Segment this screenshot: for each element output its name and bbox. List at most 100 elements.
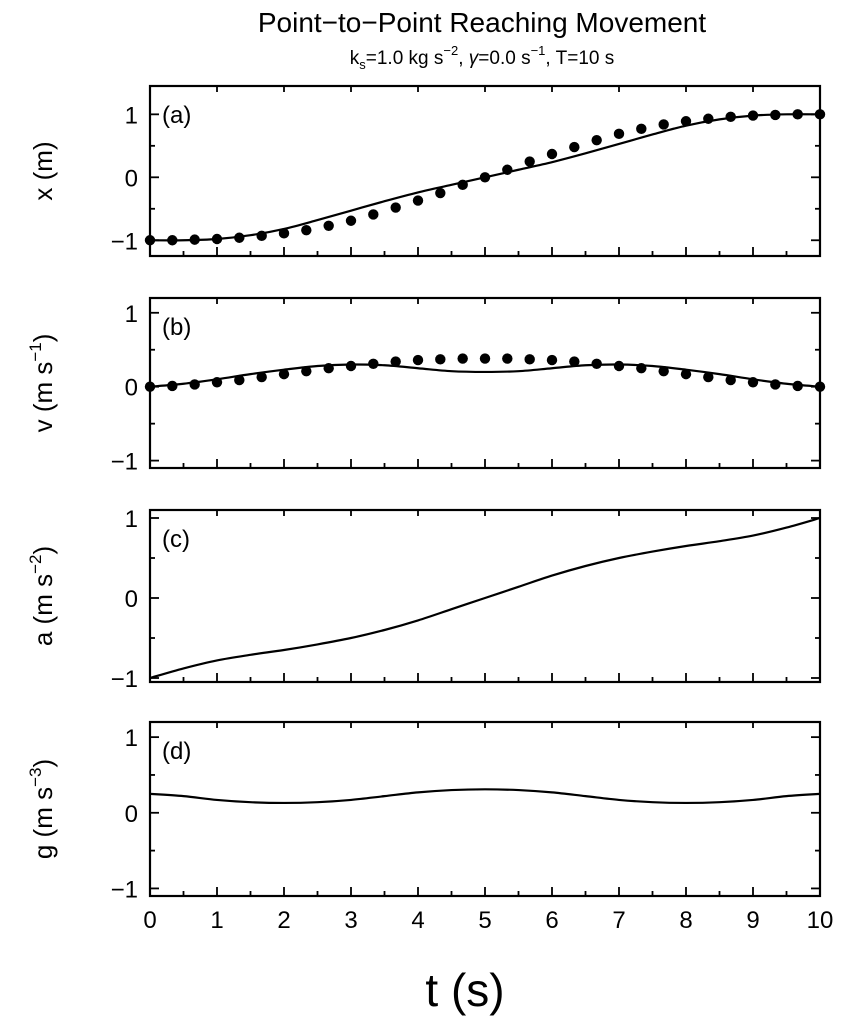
x-tick-label: 6 bbox=[545, 907, 558, 934]
data-point bbox=[412, 195, 424, 206]
x-tick-label: 7 bbox=[612, 907, 625, 934]
x-tick-label: 0 bbox=[143, 907, 156, 934]
data-point bbox=[278, 228, 290, 239]
data-point bbox=[502, 164, 513, 175]
data-point bbox=[792, 109, 803, 120]
panel-label: (c) bbox=[162, 526, 190, 553]
chart-title: Point−to−Point Reaching Movement bbox=[258, 7, 706, 38]
series-line bbox=[149, 788, 821, 805]
y-tick-label: 1 bbox=[125, 102, 138, 129]
data-point bbox=[167, 235, 178, 246]
data-point bbox=[658, 119, 669, 130]
y-tick-label: 1 bbox=[125, 725, 138, 752]
data-point bbox=[479, 172, 491, 183]
y-tick-label: 0 bbox=[125, 801, 138, 828]
panel-b: −1 0 1 (b) v (m s−1) bbox=[26, 296, 826, 476]
data-point bbox=[390, 202, 401, 213]
panel-label: (b) bbox=[162, 314, 191, 341]
data-point bbox=[546, 354, 558, 366]
x-tick-label: 9 bbox=[746, 907, 759, 934]
y-axis-label: v (m s−1) bbox=[26, 334, 58, 433]
data-point bbox=[345, 360, 357, 372]
data-point bbox=[211, 233, 223, 245]
data-point bbox=[613, 128, 625, 140]
data-point bbox=[457, 179, 468, 191]
x-tick-label: 4 bbox=[411, 907, 424, 934]
y-axis-label: a (m s−2) bbox=[26, 546, 58, 646]
y-tick-label: −1 bbox=[111, 666, 138, 693]
data-point bbox=[680, 368, 692, 380]
x-tick-label: 2 bbox=[277, 907, 290, 934]
data-point bbox=[256, 371, 267, 383]
data-point bbox=[792, 380, 803, 392]
data-point bbox=[234, 374, 245, 386]
x-axis-label: t (s) bbox=[425, 964, 504, 1016]
data-point bbox=[613, 360, 625, 372]
data-point bbox=[412, 354, 424, 366]
panel-frame bbox=[148, 296, 822, 470]
x-tick-label: 5 bbox=[478, 907, 491, 934]
y-tick-label: 1 bbox=[125, 301, 138, 328]
data-point bbox=[770, 379, 781, 390]
data-point bbox=[323, 363, 334, 374]
data-point bbox=[524, 156, 535, 167]
data-point bbox=[368, 358, 379, 369]
y-axis-label: g (m s−3) bbox=[26, 759, 58, 859]
data-point bbox=[814, 109, 826, 120]
y-tick-label: 0 bbox=[125, 375, 138, 402]
y-tick-label: −1 bbox=[111, 228, 138, 255]
data-point bbox=[524, 354, 535, 365]
data-point bbox=[189, 379, 200, 390]
data-point bbox=[569, 141, 580, 153]
data-point bbox=[144, 381, 156, 392]
data-point bbox=[725, 111, 736, 123]
data-point bbox=[814, 381, 826, 392]
data-point bbox=[211, 377, 223, 388]
data-point bbox=[278, 368, 290, 380]
x-tick-label: 3 bbox=[344, 907, 357, 934]
x-tick-label: 1 bbox=[210, 907, 223, 934]
y-tick-label: −1 bbox=[111, 876, 138, 903]
y-tick-label: 0 bbox=[125, 586, 138, 613]
data-point bbox=[256, 230, 267, 242]
data-point bbox=[747, 377, 759, 388]
data-point bbox=[234, 232, 245, 243]
panel-label: (a) bbox=[162, 102, 191, 129]
panels-group: −1 0 1 (a) x (m) −1 0 1 (b) v (m s−1) −1 0 1 (c) a (m … bbox=[26, 84, 826, 903]
data-point bbox=[591, 358, 602, 369]
y-tick-label: 1 bbox=[125, 506, 138, 533]
data-point bbox=[189, 234, 200, 245]
x-tick-label: 8 bbox=[679, 907, 692, 934]
data-point bbox=[301, 365, 312, 377]
data-point bbox=[435, 354, 446, 365]
data-point bbox=[368, 209, 379, 220]
data-point bbox=[144, 235, 156, 246]
data-point bbox=[591, 134, 602, 146]
data-point bbox=[747, 110, 759, 121]
chart-subtitle: ks=1.0 kg s−2, γ=0.0 s−1, T=10 s bbox=[350, 43, 615, 72]
panel-frame bbox=[148, 508, 822, 684]
data-point bbox=[703, 113, 714, 124]
data-point bbox=[502, 353, 513, 364]
data-point bbox=[636, 363, 647, 374]
panel-a: −1 0 1 (a) x (m) bbox=[28, 84, 826, 258]
series-line bbox=[149, 516, 821, 680]
data-point bbox=[435, 187, 446, 199]
x-tick-label: 10 bbox=[807, 907, 834, 934]
y-axis-label: x (m) bbox=[28, 141, 58, 200]
data-point bbox=[301, 224, 312, 236]
data-point bbox=[658, 365, 669, 377]
y-tick-label: −1 bbox=[111, 449, 138, 476]
data-point bbox=[703, 371, 714, 383]
y-tick-label: 0 bbox=[125, 165, 138, 192]
x-axis: 0 1 2 3 4 5 6 7 8 9 10 bbox=[143, 907, 833, 934]
data-point bbox=[345, 215, 357, 226]
data-point bbox=[680, 116, 692, 127]
series-line bbox=[149, 363, 821, 388]
data-point bbox=[636, 123, 647, 135]
data-point bbox=[457, 353, 468, 364]
data-point bbox=[479, 353, 491, 364]
panel-frame bbox=[148, 720, 822, 898]
data-point bbox=[569, 356, 580, 367]
